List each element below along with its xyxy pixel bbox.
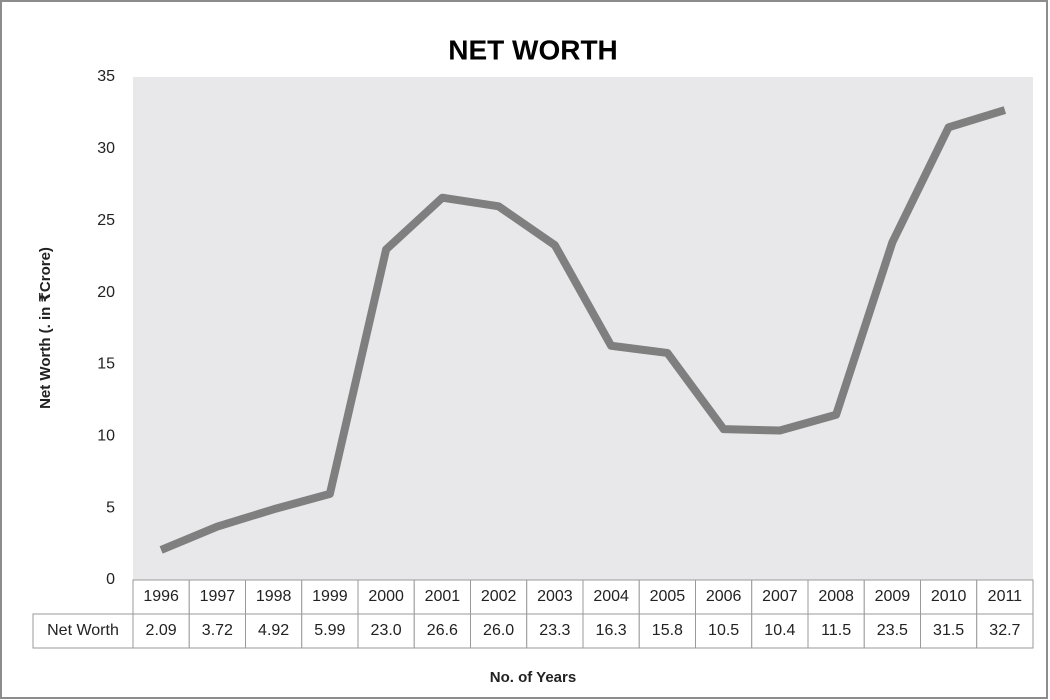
table-value: 5.99 [314,622,345,639]
x-tick-label: 2005 [650,588,686,605]
table-value: 26.6 [427,622,458,639]
chart-title: NET WORTH [448,34,618,65]
table-cell [807,613,865,649]
x-tick-label: 1996 [143,588,179,605]
table-value: 23.0 [371,622,402,639]
table-cell [470,613,528,649]
table-value: 2.09 [146,622,177,639]
y-tick-label: 5 [106,499,115,516]
table-value: 26.0 [483,622,514,639]
table-value: 23.3 [539,622,570,639]
x-tick-label: 2003 [537,588,573,605]
table-cell [863,579,921,615]
y-axis-label: Net Worth (. in ₹Crore) [37,247,54,409]
x-tick-label: 1998 [256,588,292,605]
x-tick-label: 2004 [593,588,629,605]
table-cell [301,613,359,649]
legend-label: Net Worth [47,622,119,639]
table-cell [807,579,865,615]
y-tick-label: 20 [97,284,115,301]
x-tick-label: 2002 [481,588,517,605]
table-cell [526,579,584,615]
table-cell [638,613,696,649]
table-cell [413,613,471,649]
x-tick-label: 2010 [931,588,967,605]
y-tick-label: 35 [97,68,115,85]
table-value: 10.5 [708,622,739,639]
x-tick-label: 1997 [200,588,236,605]
data-line [159,106,1007,554]
table-cell [526,613,584,649]
x-tick-label: 2001 [425,588,461,605]
table-cell [32,613,134,649]
table-cell [582,613,640,649]
table-cell [976,579,1034,615]
x-tick-label: 1999 [312,588,348,605]
x-tick-label: 2007 [762,588,798,605]
table-value: 11.5 [821,622,851,639]
table-cell [920,579,978,615]
x-tick-label: 2008 [818,588,854,605]
table-value: 32.7 [989,622,1020,639]
table-value: 3.72 [202,622,233,639]
y-tick-label: 15 [97,356,115,373]
table-cell [976,613,1034,649]
plot-area [133,77,1033,580]
y-tick-label: 30 [97,140,115,157]
table-cell [357,613,415,649]
x-tick-label: 2011 [988,588,1023,605]
y-tick-label: 10 [97,428,115,445]
x-axis-label: No. of Years [490,669,576,686]
x-tick-label: 2000 [368,588,404,605]
table-value: 16.3 [596,622,627,639]
y-tick-label: 25 [97,212,115,229]
table-cell [245,613,303,649]
table-value: 10.4 [764,622,795,639]
table-cell [582,579,640,615]
table-value: 23.5 [877,622,908,639]
table-value: 31.5 [933,622,964,639]
x-tick-label: 2009 [875,588,911,605]
table-cell [188,613,246,649]
table-value: 15.8 [652,622,683,639]
x-tick-label: 2006 [706,588,742,605]
table-cell [638,579,696,615]
table-value: 4.92 [258,622,289,639]
table-cell [695,579,753,615]
y-tick-label: 0 [106,571,115,588]
